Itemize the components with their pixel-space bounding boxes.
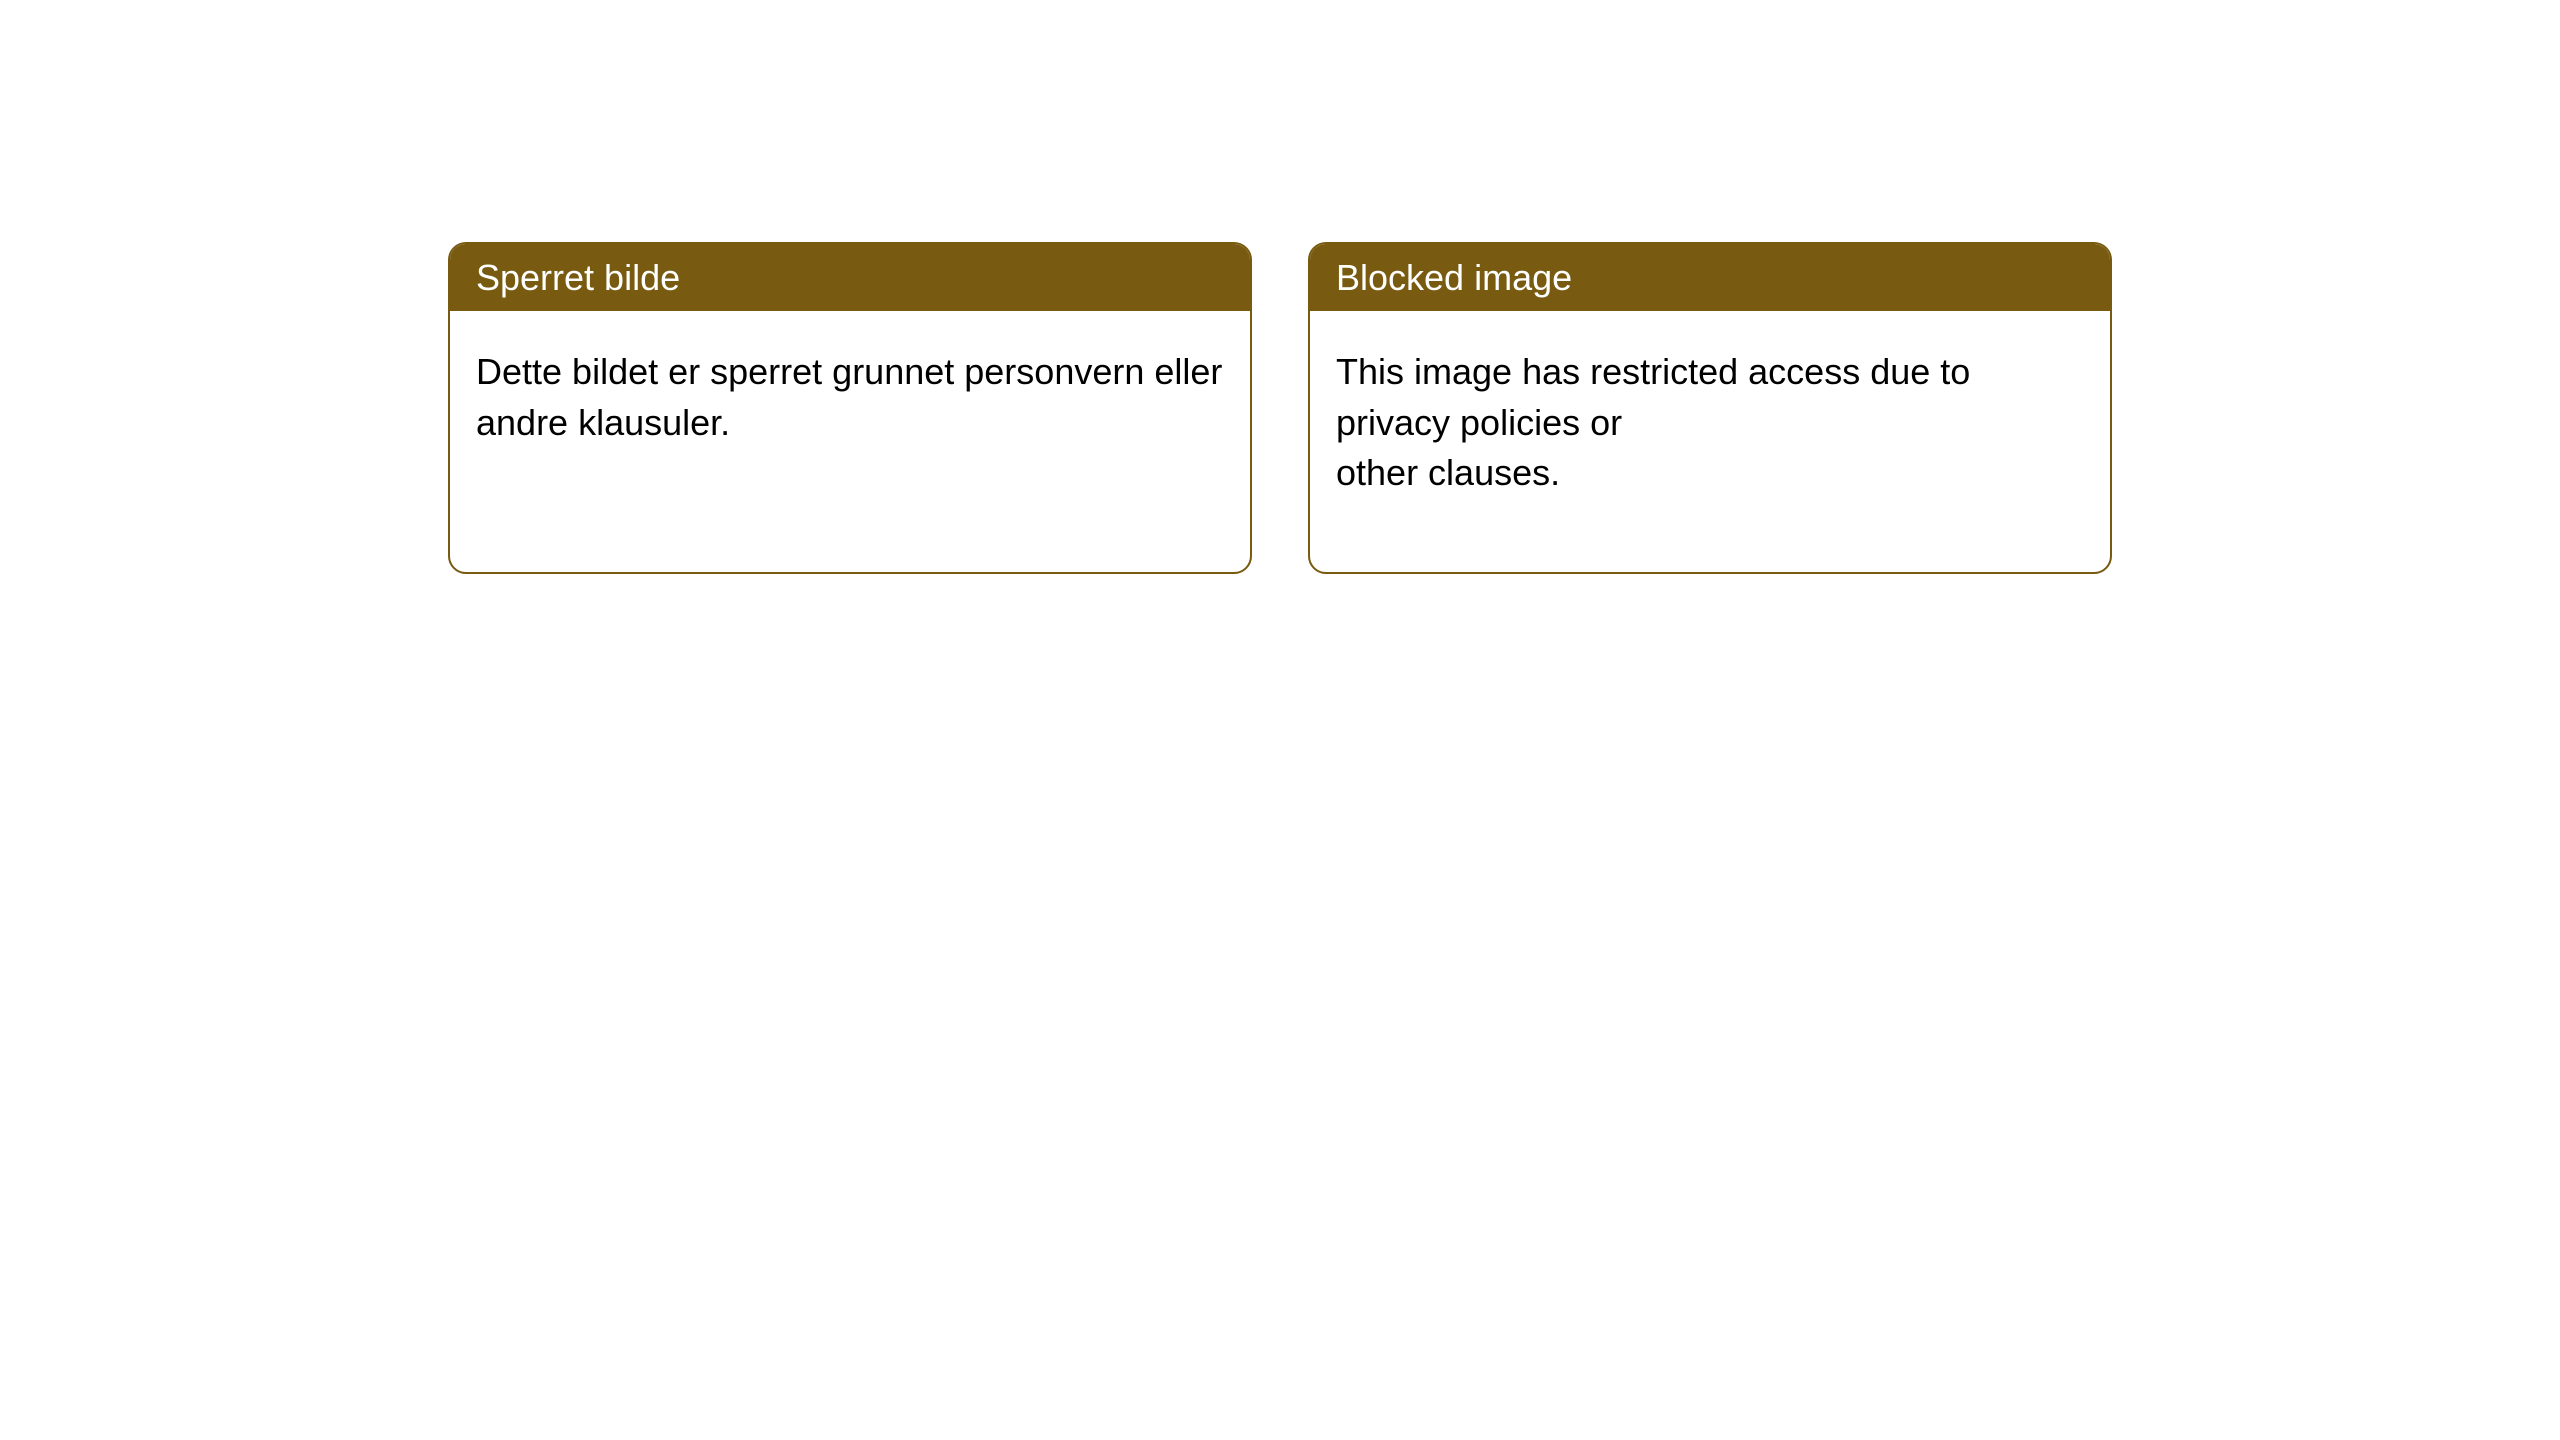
notice-card-english: Blocked image This image has restricted … bbox=[1308, 242, 2112, 574]
notice-body-english: This image has restricted access due to … bbox=[1310, 311, 2110, 534]
notice-container: Sperret bilde Dette bildet er sperret gr… bbox=[448, 242, 2112, 574]
notice-title-english: Blocked image bbox=[1310, 244, 2110, 311]
notice-card-norwegian: Sperret bilde Dette bildet er sperret gr… bbox=[448, 242, 1252, 574]
notice-body-norwegian: Dette bildet er sperret grunnet personve… bbox=[450, 311, 1250, 484]
notice-title-norwegian: Sperret bilde bbox=[450, 244, 1250, 311]
